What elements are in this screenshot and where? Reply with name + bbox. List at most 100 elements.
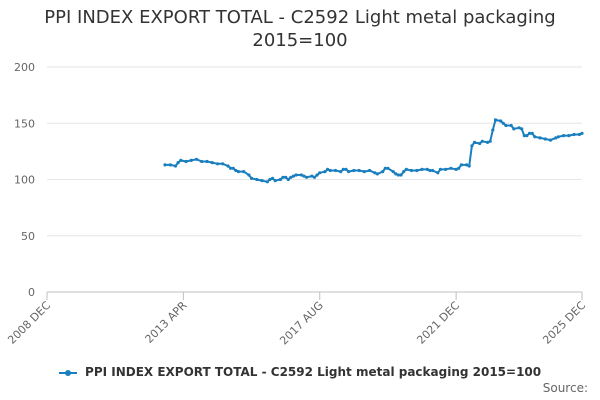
data-point	[522, 134, 526, 138]
data-point	[339, 170, 343, 174]
data-point	[341, 167, 345, 171]
series-layer	[163, 118, 584, 184]
data-point	[234, 168, 238, 173]
data-point	[425, 167, 429, 171]
data-point	[229, 166, 233, 170]
x-tick-label: 2017 AUG	[277, 299, 326, 348]
data-point	[205, 159, 209, 164]
data-point	[383, 166, 387, 170]
data-point	[260, 179, 264, 183]
data-point	[512, 127, 516, 131]
data-point	[548, 138, 553, 142]
data-point	[221, 162, 225, 166]
data-point	[396, 173, 400, 177]
data-point	[315, 173, 319, 177]
data-point	[436, 171, 440, 175]
data-point	[409, 168, 414, 173]
data-point	[362, 170, 366, 174]
data-point	[312, 175, 317, 179]
y-tick-label: 50	[21, 230, 35, 243]
data-point	[184, 159, 188, 164]
data-point	[215, 162, 220, 166]
data-point	[538, 136, 542, 140]
data-point	[486, 140, 490, 144]
chart-title: PPI INDEX EXPORT TOTAL - C2592 Light met…	[0, 6, 600, 52]
gridlines	[47, 66, 582, 293]
data-point	[459, 163, 463, 167]
data-point	[527, 131, 532, 135]
data-point	[404, 167, 408, 171]
data-point	[328, 168, 332, 173]
data-point	[517, 126, 521, 130]
data-point	[236, 170, 240, 174]
x-tick-label: 2008 DEC	[5, 299, 53, 347]
data-point	[533, 135, 537, 139]
data-point	[399, 173, 403, 177]
y-tick-label: 200	[14, 61, 35, 74]
data-point	[415, 168, 419, 173]
data-point	[430, 168, 435, 173]
data-point	[368, 168, 372, 173]
data-point	[520, 127, 524, 131]
data-point	[299, 173, 303, 177]
data-point	[491, 128, 495, 132]
y-tick-label: 0	[28, 286, 35, 299]
x-tick-label: 2021 DEC	[414, 299, 462, 347]
data-point	[268, 177, 272, 182]
data-point	[543, 137, 547, 141]
data-point	[226, 164, 230, 168]
data-point	[200, 159, 204, 164]
data-point	[493, 118, 498, 122]
data-point	[381, 170, 385, 174]
data-point	[480, 139, 484, 143]
data-point	[189, 158, 193, 162]
legend[interactable]: PPI INDEX EXPORT TOTAL - C2592 Light met…	[0, 365, 600, 379]
data-point	[310, 174, 314, 178]
data-point	[402, 170, 406, 174]
data-point	[562, 134, 566, 138]
data-point	[509, 123, 513, 128]
data-point	[255, 177, 259, 182]
data-point	[247, 173, 251, 177]
data-point	[530, 131, 534, 135]
data-point	[478, 141, 482, 146]
data-point	[347, 170, 351, 174]
x-tick-label: 2025 DEC	[540, 299, 588, 347]
data-point	[556, 135, 561, 139]
y-tick-label: 100	[14, 174, 35, 187]
data-point	[294, 173, 298, 177]
data-point	[286, 177, 290, 182]
data-point	[470, 144, 474, 148]
data-point	[499, 119, 503, 123]
data-point	[554, 136, 558, 140]
data-point	[373, 171, 377, 175]
data-point	[281, 175, 285, 179]
data-point	[344, 167, 348, 171]
data-point	[567, 134, 571, 138]
data-point	[242, 170, 246, 174]
data-point	[173, 164, 178, 168]
data-point	[420, 167, 424, 171]
data-point	[323, 170, 327, 174]
data-point	[572, 132, 576, 137]
data-point	[394, 172, 398, 176]
data-point	[270, 176, 275, 180]
data-point	[375, 172, 379, 176]
data-point	[326, 167, 330, 171]
data-point	[163, 163, 167, 167]
data-point	[488, 139, 492, 143]
data-point	[457, 166, 461, 170]
data-point	[179, 158, 183, 162]
legend-swatch-icon	[58, 368, 77, 378]
data-point	[580, 131, 584, 135]
data-point	[278, 177, 282, 182]
data-point	[577, 132, 582, 137]
source-label: Source:	[542, 381, 588, 395]
data-point	[305, 175, 309, 179]
data-point	[472, 140, 477, 144]
data-point	[449, 166, 453, 170]
data-point	[352, 168, 356, 173]
legend-label: PPI INDEX EXPORT TOTAL - C2592 Light met…	[85, 365, 542, 379]
y-tick-label: 150	[14, 117, 35, 130]
